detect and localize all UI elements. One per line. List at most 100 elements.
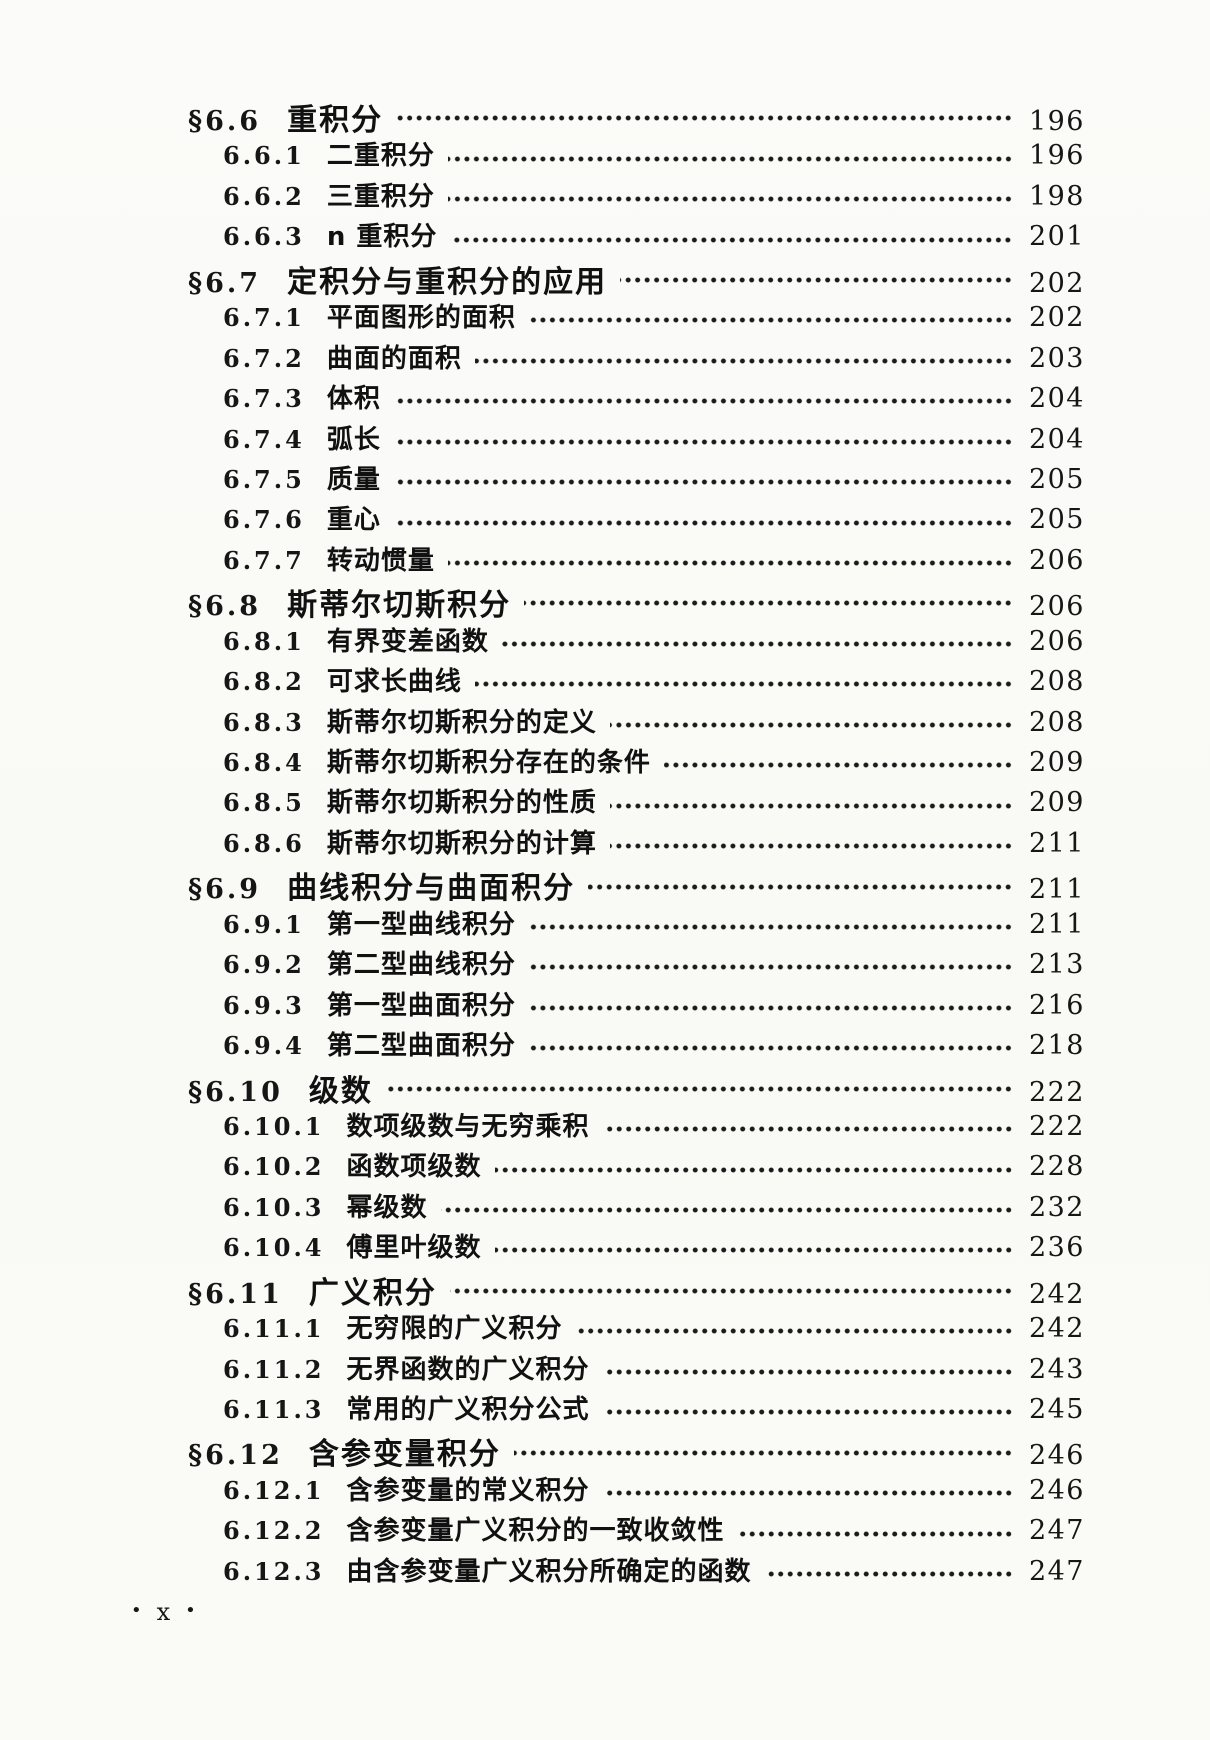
entry-title: 重积分	[287, 103, 384, 138]
dot-leader	[447, 195, 1013, 204]
entry-number: 6.8.4	[223, 748, 305, 777]
dot-leader	[602, 1125, 1013, 1134]
dot-leader	[528, 1003, 1013, 1012]
entry-title: 斯蒂尔切斯积分的性质	[326, 788, 597, 819]
toc-entry: 6.10.4 傅里叶级数 236	[0, 1227, 1210, 1267]
dot-leader	[393, 437, 1013, 446]
toc-entry: 6.7.7 转动惯量 206	[0, 540, 1210, 580]
entry-title: 三重积分	[326, 181, 435, 212]
entry-title: 广义积分	[308, 1275, 437, 1311]
entry-page: 209	[1028, 787, 1085, 819]
dot-leader	[494, 1165, 1013, 1174]
dot-leader	[449, 1286, 1013, 1295]
toc-entry: 6.7.5 质量 205	[0, 459, 1210, 499]
entry-number: 6.11.3	[223, 1395, 325, 1424]
entry-number: 6.11.1	[223, 1314, 325, 1344]
entry-page: 242	[1028, 1313, 1085, 1345]
toc-entry: 6.9.2 第二型曲线积分 213	[0, 944, 1210, 984]
entry-number: §6.11	[188, 1278, 283, 1310]
toc-entry: 6.8.5 斯蒂尔切斯积分的性质 209	[0, 782, 1210, 822]
dot-leader	[620, 275, 1013, 284]
entry-title: 含参变量广义积分的一致收敛性	[346, 1516, 725, 1547]
entry-page: 206	[1028, 625, 1085, 657]
entry-number: 6.8.1	[223, 626, 305, 656]
dot-leader	[575, 1327, 1013, 1336]
dot-leader	[524, 599, 1013, 608]
entry-title: 第一型曲面积分	[326, 990, 516, 1021]
entry-title: 可求长曲线	[326, 667, 462, 698]
toc-entry: 6.6.3 n 重积分 201	[0, 216, 1210, 256]
toc-entry: 6.9.4 第二型曲面积分 218	[0, 1025, 1210, 1065]
dot-leader	[447, 154, 1013, 163]
toc-entry: 6.11.3 常用的广义积分公式 245	[0, 1389, 1210, 1429]
entry-title: 斯蒂尔切斯积分的计算	[326, 828, 597, 859]
toc-entry: 6.7.6 重心 205	[0, 499, 1210, 539]
entry-title: 曲线积分与曲面积分	[287, 871, 576, 907]
entry-number: 6.9.3	[223, 990, 305, 1020]
entry-title: 幂级数	[346, 1192, 428, 1223]
entry-number: 6.10.2	[223, 1152, 325, 1182]
dot-leader	[609, 801, 1013, 810]
entry-number: 6.7.3	[223, 384, 305, 414]
entry-page: 211	[1028, 908, 1085, 940]
toc-entry: 6.6.1 二重积分 196	[0, 135, 1210, 175]
entry-number: §6.12	[188, 1440, 283, 1472]
toc-entry: 6.8.6 斯蒂尔切斯积分的计算 211	[0, 823, 1210, 863]
entry-title: 斯蒂尔切斯积分存在的条件	[326, 748, 651, 778]
entry-page: 228	[1028, 1151, 1085, 1183]
entry-number: 6.9.2	[223, 950, 305, 980]
entry-page: 208	[1028, 666, 1085, 698]
entry-page: 204	[1028, 423, 1085, 455]
dot-leader	[663, 761, 1013, 770]
dot-leader	[396, 114, 1013, 123]
toc-entry: 6.11.1 无穷限的广义积分 242	[0, 1308, 1210, 1348]
dot-leader	[450, 235, 1013, 244]
entry-title: 第一型曲线积分	[326, 909, 516, 940]
entry-page: 206	[1028, 591, 1085, 623]
entry-title: 体积	[326, 384, 381, 415]
entry-title: 弧长	[326, 424, 381, 455]
toc-entry: §6.9 曲线积分与曲面积分 211	[0, 863, 1210, 906]
entry-page: 211	[1028, 874, 1085, 906]
entry-number: 6.9.1	[223, 909, 305, 939]
entry-page: 204	[1028, 383, 1085, 415]
entry-number: 6.10.3	[223, 1192, 325, 1222]
toc-entry: 6.8.3 斯蒂尔切斯积分的定义 208	[0, 702, 1210, 742]
entry-title: 数项级数与无穷乘积	[346, 1111, 590, 1142]
entry-title: 第二型曲线积分	[326, 950, 516, 981]
toc-entry: 6.10.3 幂级数 232	[0, 1187, 1210, 1227]
entry-title: 含参变量积分	[308, 1437, 501, 1473]
entry-number: 6.7.2	[223, 343, 305, 373]
dot-leader	[609, 720, 1013, 729]
entry-title: 函数项级数	[346, 1152, 482, 1183]
toc-entry: §6.12 含参变量积分 246	[0, 1429, 1210, 1472]
folio-page-number: x	[156, 1598, 171, 1626]
entry-title: 斯蒂尔切斯积分的定义	[326, 707, 597, 738]
entry-number: 6.7.7	[223, 545, 305, 575]
entry-page: 206	[1028, 544, 1085, 576]
entry-number: 6.8.2	[223, 667, 305, 697]
toc-entry: 6.12.1 含参变量的常义积分 246	[0, 1470, 1210, 1510]
entry-number: 6.7.1	[223, 303, 305, 333]
entry-page: 211	[1028, 827, 1085, 859]
entry-title: 常用的广义积分公式	[346, 1395, 590, 1425]
toc-entry: 6.8.1 有界变差函数 206	[0, 621, 1210, 661]
entry-page: 245	[1028, 1394, 1085, 1425]
toc-entry: 6.9.3 第一型曲面积分 216	[0, 985, 1210, 1025]
entry-title: 傅里叶级数	[346, 1233, 482, 1264]
dot-leader	[447, 559, 1013, 568]
dot-leader	[609, 842, 1013, 851]
entry-page: 205	[1028, 463, 1085, 495]
entry-number: 6.12.1	[223, 1475, 325, 1505]
entry-number: 6.12.2	[223, 1516, 325, 1546]
toc-entry: 6.12.2 含参变量广义积分的一致收敛性 247	[0, 1510, 1210, 1550]
dot-leader	[393, 397, 1013, 406]
toc-entry: §6.8 斯蒂尔切斯积分 206	[0, 580, 1210, 623]
dot-leader	[528, 922, 1013, 931]
toc-entry: 6.8.4 斯蒂尔切斯积分存在的条件 209	[0, 742, 1210, 782]
entry-page: 213	[1028, 949, 1085, 981]
entry-number: 6.7.6	[223, 505, 305, 535]
dot-leader	[528, 1044, 1013, 1053]
entry-number: 6.8.6	[223, 828, 305, 858]
